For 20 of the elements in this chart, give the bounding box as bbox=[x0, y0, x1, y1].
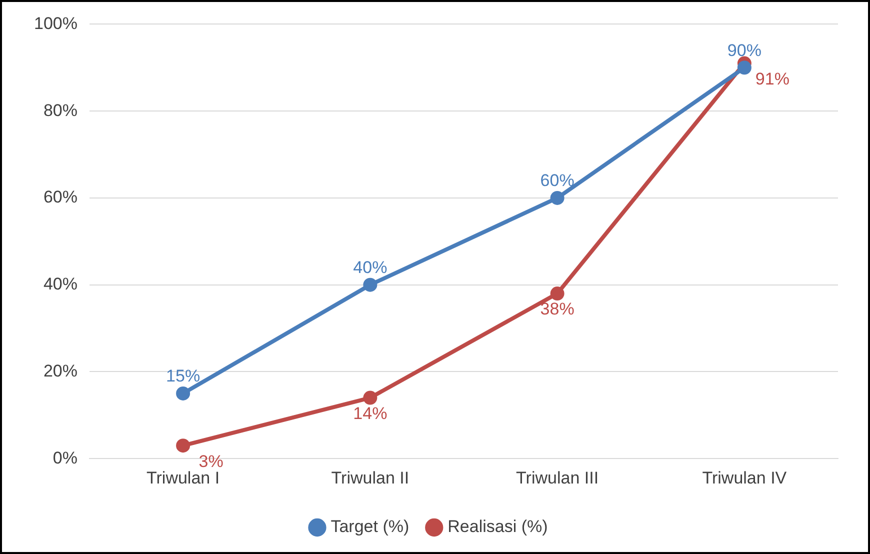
data-label: 38% bbox=[540, 300, 574, 319]
y-tick-label: 100% bbox=[34, 14, 78, 33]
y-tick-label: 60% bbox=[43, 188, 78, 207]
data-label: 3% bbox=[198, 452, 224, 471]
y-tick-label: 20% bbox=[43, 361, 78, 380]
x-tick-label: Triwulan III bbox=[516, 468, 599, 488]
data-label: 15% bbox=[166, 366, 200, 386]
y-tick-label: 0% bbox=[52, 448, 78, 468]
y-tick-label: 80% bbox=[43, 100, 78, 120]
x-tick-label: Triwulan II bbox=[331, 468, 410, 488]
x-tick-label: Triwulan I bbox=[146, 468, 220, 488]
data-label: 60% bbox=[540, 171, 574, 190]
x-tick-label: Triwulan IV bbox=[702, 468, 788, 488]
data-label: 14% bbox=[353, 404, 388, 423]
y-tick-label: 40% bbox=[43, 274, 78, 294]
data-label: 90% bbox=[727, 40, 762, 60]
legend-label: Target (%) bbox=[330, 517, 410, 536]
data-label: 91% bbox=[755, 69, 790, 88]
data-label: 40% bbox=[353, 258, 388, 278]
legend-label: Realisasi (%) bbox=[448, 517, 548, 536]
